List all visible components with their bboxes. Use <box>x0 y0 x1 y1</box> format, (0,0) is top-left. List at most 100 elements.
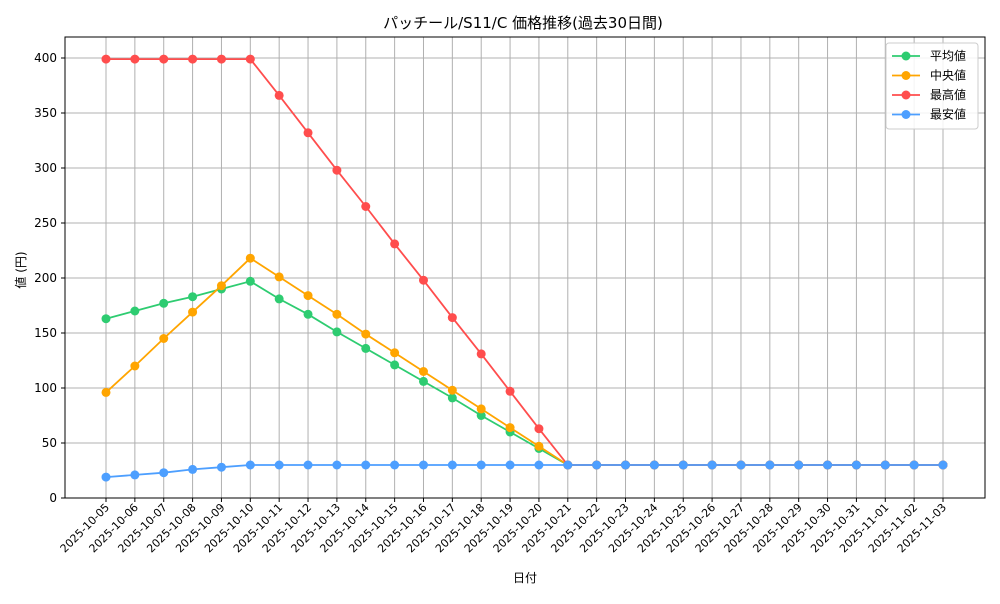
data-point <box>159 468 169 478</box>
data-point <box>390 460 400 470</box>
data-point <box>332 309 342 319</box>
data-point <box>303 309 313 319</box>
data-point <box>188 464 198 474</box>
legend-item: 中央値 <box>892 68 966 83</box>
data-point <box>476 460 486 470</box>
legend-label: 平均値 <box>930 48 966 63</box>
data-point <box>303 128 313 138</box>
data-point <box>245 253 255 263</box>
data-point <box>303 460 313 470</box>
legend-item: 平均値 <box>892 48 966 63</box>
legend-marker-icon <box>901 71 911 80</box>
data-point <box>361 343 371 353</box>
series-line <box>105 257 943 466</box>
axes <box>64 36 986 499</box>
data-point <box>216 54 226 64</box>
series-平均値 <box>101 276 948 470</box>
data-point <box>505 386 515 396</box>
data-point <box>649 460 659 470</box>
data-point <box>188 54 198 64</box>
data-point <box>534 424 544 434</box>
data-point <box>476 349 486 359</box>
y-tick-label: 150 <box>34 326 57 340</box>
y-axis-label: 値 (円) <box>13 251 28 288</box>
legend-item: 最安値 <box>892 107 966 122</box>
data-point <box>534 460 544 470</box>
data-point <box>361 460 371 470</box>
legend-label: 最高値 <box>930 87 966 102</box>
x-axis-ticks: 2025-10-052025-10-062025-10-072025-10-08… <box>58 498 949 555</box>
legend-marker-icon <box>901 90 911 100</box>
data-point <box>159 298 169 308</box>
data-point <box>418 367 428 376</box>
series-line <box>105 464 943 478</box>
data-point <box>563 460 573 470</box>
plot-frame <box>64 36 986 499</box>
data-point <box>418 460 428 470</box>
data-point <box>130 361 140 371</box>
data-point <box>245 460 255 470</box>
data-point <box>159 54 169 64</box>
data-point <box>361 202 371 211</box>
data-point <box>188 307 198 317</box>
data-point <box>447 460 457 470</box>
data-point <box>447 385 457 395</box>
y-tick-label: 350 <box>34 106 57 120</box>
y-tick-label: 400 <box>34 51 57 65</box>
data-point <box>130 306 140 316</box>
legend-marker-icon <box>901 110 911 119</box>
data-point <box>332 327 342 337</box>
data-point <box>909 460 919 470</box>
data-point <box>361 329 371 339</box>
data-point <box>274 272 284 282</box>
data-point <box>765 460 775 470</box>
data-point <box>101 472 111 482</box>
data-point <box>188 292 198 302</box>
chart-title: パッチール/S11/C 価格推移(過去30日間) <box>383 14 663 32</box>
data-point <box>534 441 544 451</box>
data-point <box>332 165 342 175</box>
data-point <box>447 393 457 403</box>
data-point <box>823 460 833 470</box>
data-point <box>274 90 284 100</box>
data-point <box>101 387 111 397</box>
series-中央値 <box>101 253 948 470</box>
data-point <box>130 54 140 64</box>
y-tick-label: 300 <box>34 161 57 175</box>
data-point <box>621 460 631 470</box>
data-point <box>794 460 804 470</box>
series-line <box>106 58 943 466</box>
data-point <box>851 460 861 470</box>
data-point <box>476 404 486 414</box>
data-point <box>245 54 255 64</box>
data-point <box>880 460 890 470</box>
y-tick-label: 100 <box>34 381 57 395</box>
data-point <box>592 460 602 470</box>
data-point <box>303 291 313 301</box>
series-最安値 <box>101 460 948 482</box>
data-point <box>476 411 486 420</box>
y-tick-label: 50 <box>42 436 57 450</box>
y-axis-ticks: 0 50 100 150 200 250 300 350 400 <box>34 51 65 505</box>
data-point <box>678 460 688 470</box>
legend-label: 中央値 <box>930 68 966 83</box>
data-point <box>447 313 457 323</box>
y-tick-label: 250 <box>34 216 57 230</box>
legend-box <box>885 42 979 130</box>
data-point <box>938 460 948 470</box>
data-point <box>216 281 226 291</box>
data-point <box>332 460 342 470</box>
data-point <box>505 460 515 470</box>
y-tick-label: 0 <box>49 491 57 505</box>
x-axis-label: 日付 <box>513 571 537 585</box>
data-point <box>216 462 226 472</box>
data-point <box>505 423 515 433</box>
data-point <box>101 54 111 64</box>
legend-item: 最高値 <box>892 87 966 102</box>
data-point <box>390 360 400 370</box>
data-point <box>101 314 111 324</box>
data-point <box>418 275 428 285</box>
data-point <box>390 239 400 249</box>
